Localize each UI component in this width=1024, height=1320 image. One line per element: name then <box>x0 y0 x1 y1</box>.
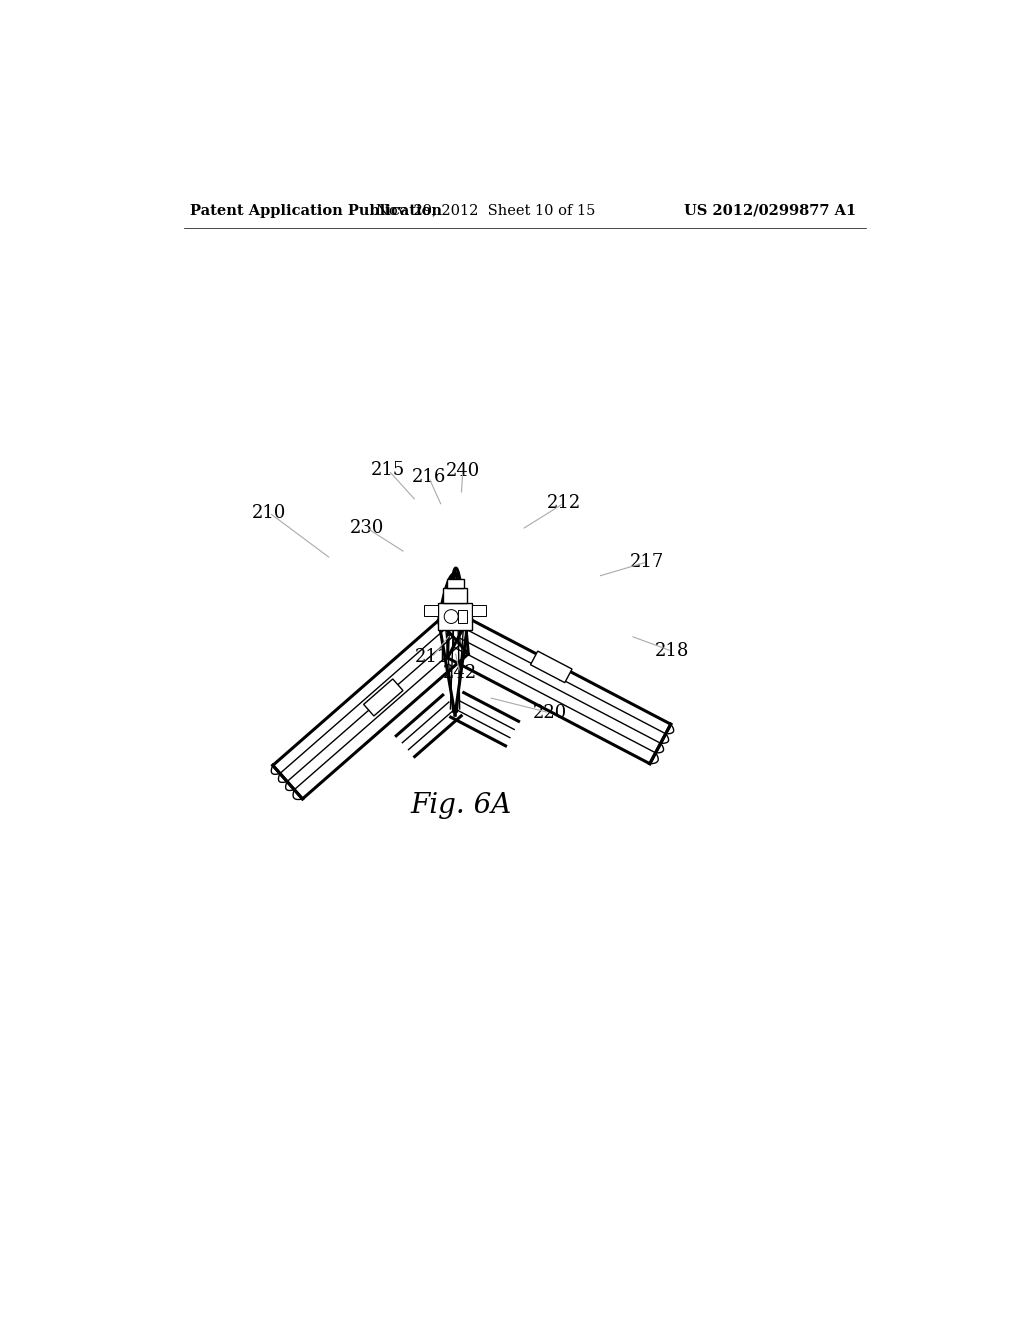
Text: 230: 230 <box>349 519 384 537</box>
Text: Nov. 29, 2012  Sheet 10 of 15: Nov. 29, 2012 Sheet 10 of 15 <box>377 203 596 218</box>
FancyBboxPatch shape <box>424 605 438 615</box>
Text: 211: 211 <box>415 648 449 667</box>
FancyBboxPatch shape <box>442 589 467 603</box>
Text: 210: 210 <box>252 504 287 521</box>
FancyBboxPatch shape <box>446 578 464 589</box>
Text: 218: 218 <box>655 643 689 660</box>
Text: US 2012/0299877 A1: US 2012/0299877 A1 <box>684 203 856 218</box>
FancyBboxPatch shape <box>472 605 486 615</box>
Text: Patent Application Publication: Patent Application Publication <box>190 203 442 218</box>
FancyBboxPatch shape <box>458 610 467 623</box>
Text: 217: 217 <box>630 553 665 570</box>
Text: 220: 220 <box>532 704 566 722</box>
Text: 242: 242 <box>442 664 477 681</box>
Text: 212: 212 <box>547 495 581 512</box>
Text: 240: 240 <box>445 462 480 480</box>
Text: 215: 215 <box>372 461 406 479</box>
Polygon shape <box>530 651 572 682</box>
Text: 216: 216 <box>412 469 445 486</box>
Polygon shape <box>364 678 403 715</box>
FancyBboxPatch shape <box>438 603 472 630</box>
Text: Fig. 6A: Fig. 6A <box>411 792 512 818</box>
